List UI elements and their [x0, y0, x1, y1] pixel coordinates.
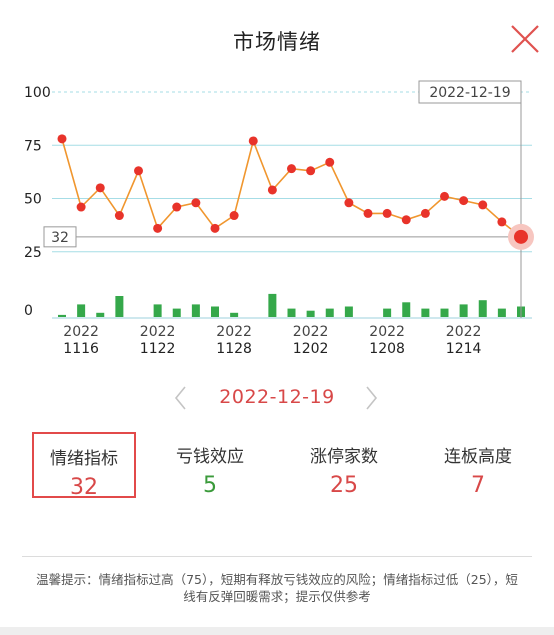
stat-limit-up-count[interactable]: 涨停家数 25 — [292, 432, 396, 498]
data-point — [95, 183, 105, 193]
y-axis-ticks: 0 25 50 75 100 — [24, 85, 51, 319]
stat-value: 5 — [203, 473, 217, 498]
data-point — [76, 202, 86, 212]
crosshair: 2022-12-19 32 — [43, 80, 534, 318]
stat-sentiment-index[interactable]: 情绪指标 32 — [32, 432, 136, 500]
active-point — [514, 229, 528, 244]
data-point — [382, 208, 392, 218]
x-axis-ticks: 2022111620221122202211282022120220221208… — [63, 324, 481, 357]
volume-bar — [153, 304, 162, 317]
data-point — [459, 196, 469, 206]
volume-bar — [211, 306, 219, 317]
data-point — [114, 211, 124, 221]
stat-label: 亏钱效应 — [176, 447, 244, 467]
crosshair-date-box — [418, 80, 522, 104]
volume-bar — [58, 314, 66, 317]
crosshair-date-label: 2022-12-19 — [429, 85, 510, 101]
date-navigator: 2022-12-19 — [0, 382, 554, 414]
y-tick-label: 75 — [24, 138, 42, 154]
data-point — [153, 223, 163, 233]
close-icon[interactable] — [508, 22, 542, 56]
stat-value: 32 — [70, 475, 98, 500]
x-tick-day: 1208 — [369, 341, 405, 357]
x-tick-day: 1122 — [140, 341, 176, 357]
crosshair-value-label: 32 — [51, 230, 69, 246]
chevron-left-icon[interactable] — [170, 384, 192, 412]
volume-bar — [306, 310, 315, 317]
x-tick-year: 2022 — [63, 324, 99, 340]
x-tick-year: 2022 — [293, 324, 329, 340]
volume-bar — [191, 304, 200, 317]
data-point — [191, 198, 201, 208]
data-point — [325, 157, 335, 167]
data-point — [306, 166, 316, 176]
data-point — [172, 202, 182, 212]
bottom-strip — [0, 627, 554, 635]
x-tick-year: 2022 — [216, 324, 252, 340]
volume-bar — [172, 308, 181, 317]
y-tick-label: 25 — [24, 245, 42, 261]
tip-text: 温馨提示：情绪指标过高（75），短期有释放亏钱效应的风险；情绪指标过低（25），… — [36, 572, 518, 604]
volume-bar — [497, 308, 506, 317]
volume-bar — [115, 296, 124, 317]
divider — [22, 556, 532, 557]
data-point — [363, 208, 373, 218]
volume-bar — [268, 293, 277, 317]
volume-bar — [77, 304, 86, 317]
volume-bar — [96, 312, 105, 317]
volume-bar — [325, 308, 334, 317]
stat-label: 情绪指标 — [50, 449, 118, 469]
volume-bars — [58, 293, 525, 317]
data-point — [267, 185, 277, 195]
data-point — [57, 134, 67, 144]
data-point — [287, 164, 296, 174]
data-point — [401, 215, 411, 225]
volume-bar — [230, 312, 239, 317]
x-tick-day: 1214 — [446, 341, 482, 357]
x-tick-day: 1116 — [63, 341, 99, 357]
modal-title: 市场情绪 — [233, 30, 321, 54]
volume-bar — [421, 308, 430, 317]
chevron-right-icon[interactable] — [360, 384, 382, 412]
y-tick-label: 100 — [24, 85, 51, 101]
stat-value: 25 — [330, 473, 358, 498]
stat-board-height[interactable]: 连板高度 7 — [426, 432, 530, 498]
volume-bar — [459, 304, 468, 317]
volume-bar — [440, 308, 449, 317]
stat-loss-effect[interactable]: 亏钱效应 5 — [158, 432, 262, 498]
data-point — [344, 198, 354, 208]
series-line — [61, 138, 522, 238]
data-point — [229, 211, 239, 221]
stat-label: 涨停家数 — [310, 447, 378, 467]
x-tick-day: 1128 — [216, 341, 252, 357]
data-point — [210, 223, 220, 233]
volume-bar — [402, 302, 411, 317]
data-point — [497, 217, 507, 227]
data-point — [420, 208, 430, 218]
volume-bar — [344, 306, 353, 317]
current-date: 2022-12-19 — [219, 386, 335, 408]
data-point — [248, 136, 258, 146]
y-tick-label: 50 — [24, 192, 42, 208]
volume-bar — [287, 308, 296, 317]
data-point — [478, 200, 488, 210]
data-point — [440, 191, 449, 201]
y-tick-label: 0 — [24, 303, 33, 319]
stat-label: 连板高度 — [444, 447, 512, 467]
crosshair-value-box — [43, 226, 77, 248]
x-tick-year: 2022 — [369, 324, 405, 340]
data-point — [134, 166, 143, 176]
x-tick-day: 1202 — [293, 341, 329, 357]
volume-bar — [478, 300, 487, 317]
stat-value: 7 — [471, 473, 485, 498]
volume-bar — [383, 308, 392, 317]
x-tick-year: 2022 — [140, 324, 176, 340]
series-points — [57, 134, 507, 233]
x-tick-year: 2022 — [446, 324, 482, 340]
